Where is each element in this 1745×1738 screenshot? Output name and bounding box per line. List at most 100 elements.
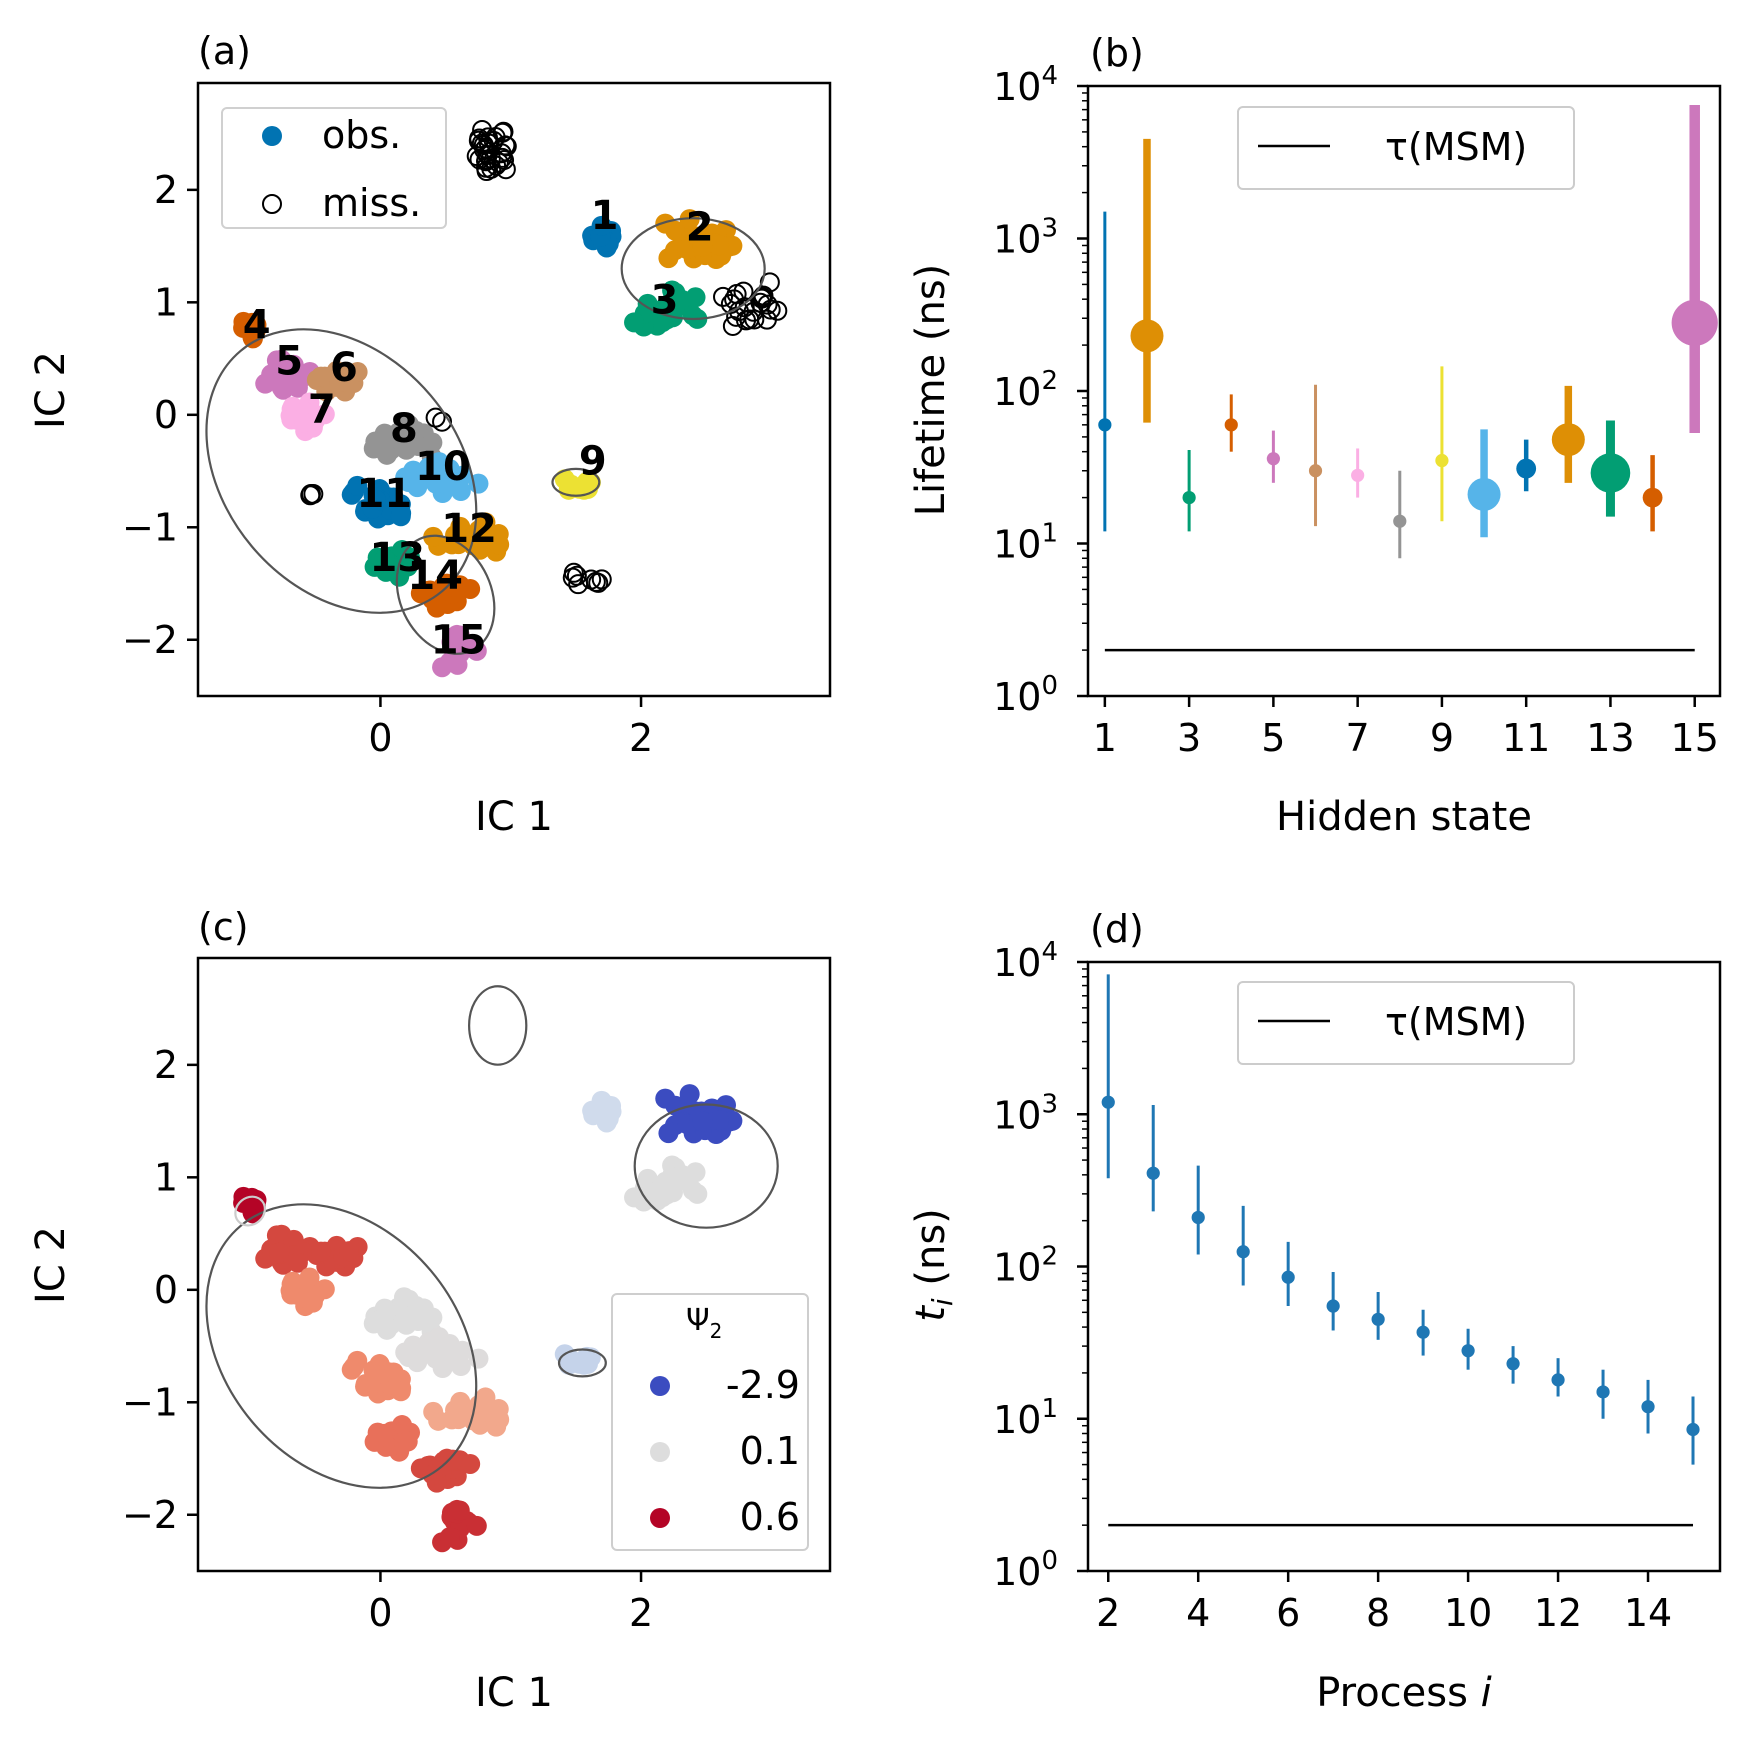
- state-label: 8: [390, 406, 418, 452]
- psi-point: [560, 1349, 581, 1370]
- psi-point: [347, 1350, 368, 1371]
- data-point: [1641, 1400, 1655, 1414]
- y-tick-label: 101: [993, 519, 1058, 567]
- observed-point: [375, 428, 396, 449]
- y-tick-label: 102: [993, 1242, 1058, 1290]
- missing-point: [477, 127, 498, 148]
- observed-point: [347, 475, 368, 496]
- missing-point: [759, 272, 780, 293]
- observed-point: [374, 548, 395, 569]
- psi-point: [365, 1364, 386, 1385]
- legend-marker-high: [650, 1508, 670, 1528]
- y-tick-exp: 1: [1041, 1394, 1058, 1424]
- x-tick-label: 10: [1444, 1591, 1492, 1635]
- state-label: 5: [275, 338, 303, 384]
- y-tick-base: 10: [993, 523, 1041, 567]
- y-tick-label: 0: [154, 1268, 178, 1312]
- y-tick-base: 10: [993, 65, 1041, 109]
- missing-point: [756, 309, 777, 330]
- panel-a-y-ticks: −2 −1 0 1 2: [122, 168, 198, 662]
- psi-point: [390, 1381, 411, 1402]
- x-tick-label: 2: [1096, 1591, 1120, 1635]
- y-tick-label: 101: [993, 1394, 1058, 1442]
- data-point: [1516, 458, 1537, 479]
- psi-point: [709, 1110, 730, 1131]
- y-tick-label: 103: [993, 214, 1058, 262]
- y-tick-label: 100: [993, 671, 1058, 719]
- legend-title-psi: Ψ: [686, 1303, 710, 1338]
- x-tick-label: 9: [1430, 716, 1454, 760]
- data-point: [1351, 468, 1365, 482]
- observed-point: [449, 625, 470, 646]
- y-tick-label: −1: [122, 1380, 178, 1424]
- y-tick-base: 10: [993, 1398, 1041, 1442]
- missing-point: [588, 572, 609, 593]
- data-point: [1308, 464, 1323, 478]
- y-tick-exp: 2: [1041, 1242, 1058, 1272]
- density-contour: [205, 328, 478, 614]
- panel-d-xlabel: Process i: [1316, 1670, 1492, 1716]
- observed-point: [390, 506, 411, 527]
- state-label: 3: [651, 278, 679, 324]
- psi-point: [624, 1187, 645, 1208]
- data-point: [1191, 1210, 1205, 1225]
- missing-point: [303, 483, 324, 504]
- psi-point: [687, 1183, 708, 1204]
- legend-label-msm: τ(MSM): [1385, 125, 1527, 169]
- observed-point: [460, 578, 481, 599]
- panel-a-points: [233, 119, 788, 678]
- y-tick-exp: 4: [1041, 937, 1058, 967]
- data-point: [1371, 1312, 1385, 1326]
- psi-point: [655, 1088, 676, 1109]
- panel-d-ylabel-sub: i: [926, 1298, 959, 1306]
- y-tick-exp: 3: [1041, 214, 1058, 244]
- legend-box: [1237, 106, 1575, 190]
- legend-marker-obs: [262, 126, 282, 146]
- data-point: [1416, 1325, 1430, 1339]
- y-tick-base: 10: [993, 941, 1041, 985]
- x-tick-label: 0: [368, 1591, 392, 1635]
- y-tick-label: 104: [993, 61, 1058, 109]
- panel-b-legend: τ(MSM): [1237, 106, 1575, 190]
- data-point: [1467, 477, 1501, 511]
- psi-point: [685, 1162, 706, 1183]
- panel-d-letter: (d): [1090, 907, 1144, 951]
- psi-point: [471, 1402, 492, 1423]
- state-label: 2: [686, 204, 714, 250]
- psi-point: [460, 1453, 481, 1474]
- panel-d-xlabel-italic: i: [1481, 1670, 1492, 1716]
- observed-point: [439, 652, 460, 673]
- legend-label-low: -2.9: [726, 1363, 800, 1407]
- data-point: [1461, 1344, 1475, 1358]
- psi-point: [283, 1229, 304, 1250]
- missing-point: [757, 294, 778, 315]
- legend-label-high: 0.6: [740, 1495, 800, 1539]
- density-contour: [395, 534, 496, 655]
- observed-point: [591, 215, 612, 236]
- psi-point: [466, 1515, 487, 1536]
- y-tick-label: 103: [993, 1089, 1058, 1137]
- y-tick-label: 102: [993, 366, 1058, 414]
- data-point: [1393, 514, 1407, 528]
- missing-point: [476, 151, 497, 172]
- panel-a-legend: obs. miss.: [221, 107, 447, 229]
- observed-point: [310, 366, 331, 387]
- density-contour: [234, 1195, 266, 1227]
- panel-c-xlabel: IC 1: [475, 1670, 553, 1716]
- observed-point: [471, 527, 492, 548]
- panel-c-y-ticks: −2 −1 0 1 2: [122, 1043, 198, 1537]
- psi-point: [375, 1303, 396, 1324]
- missing-point: [468, 130, 489, 151]
- missing-point: [591, 569, 612, 590]
- y-tick-label: 0: [154, 393, 178, 437]
- psi-point: [449, 1500, 470, 1521]
- data-point: [1182, 490, 1196, 505]
- panel-d-ylabel-unit: (ns): [908, 1208, 954, 1298]
- x-tick-label: 8: [1366, 1591, 1390, 1635]
- psi-point: [310, 1241, 331, 1262]
